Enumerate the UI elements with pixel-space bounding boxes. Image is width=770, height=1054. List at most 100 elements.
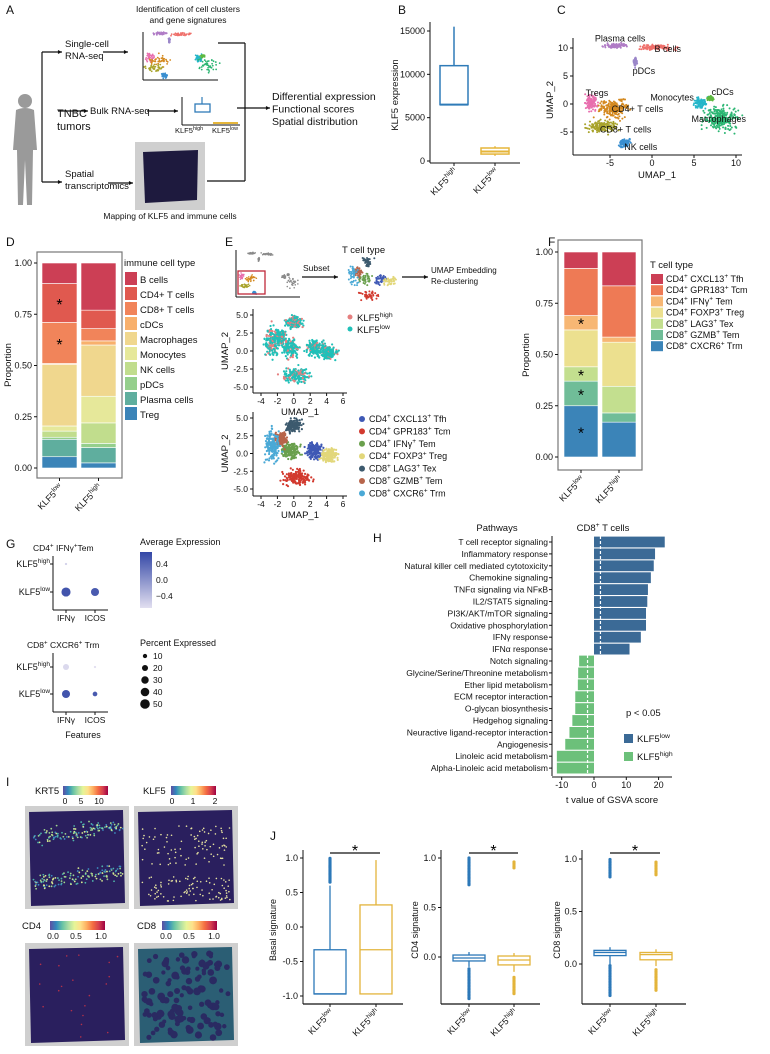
tcell-cluster-thumbnail [347,257,397,302]
superscript: low [40,688,50,695]
point [287,367,290,370]
point [621,117,624,120]
point [318,342,321,346]
point [700,128,703,131]
point [293,346,296,349]
point [289,450,293,453]
point [284,340,288,344]
point [281,335,284,339]
point [722,109,725,112]
arrowhead-icon [128,181,133,185]
legend-label: CD4+ IFNγ+ Tem [369,438,436,449]
bar-segment [601,341,637,387]
panel-label: H [373,531,382,545]
point [599,118,602,121]
point [616,123,619,126]
point [289,287,291,289]
superscript: low [50,482,62,494]
point [722,126,725,129]
legend-swatch [125,317,137,330]
bar-segment [601,412,637,423]
point [374,281,377,284]
point [705,126,708,129]
tissue-section [143,150,198,203]
y-tick-label: 5.0 [236,413,248,423]
point [210,59,213,61]
point [177,33,179,35]
point [606,112,609,115]
y-tick-label: 5.0 [236,310,248,320]
point [347,278,350,281]
point [325,455,328,458]
legend-dot [359,416,365,422]
point [294,284,297,286]
point [292,476,295,479]
point [734,110,737,113]
point [371,274,374,277]
point [296,427,299,430]
point [322,451,325,454]
point [381,276,384,279]
point [328,450,331,454]
bar-segment [80,344,117,397]
bar-segment [601,421,637,458]
point [266,346,269,349]
point [290,452,293,456]
point [656,46,659,49]
point [285,345,288,348]
point [736,118,739,121]
point [163,59,165,62]
point [276,444,279,447]
point [290,371,293,374]
point [362,281,365,284]
y-axis-label: UMAP_2 [545,81,556,119]
point [316,349,319,353]
point [287,473,290,477]
point [725,117,728,120]
point [293,321,296,324]
point [285,367,288,370]
point [293,317,296,320]
y-axis-label: UMAP_2 [220,332,231,370]
point [608,118,611,121]
point [585,99,588,102]
superscript: + [684,329,688,336]
point [204,60,207,63]
x-tick-label: KLF5low [471,166,501,196]
point [717,130,720,133]
superscript: + [721,340,725,347]
point [264,353,267,356]
point [211,62,214,65]
y-axis-label: UMAP_2 [220,434,231,472]
point [291,353,295,357]
point [325,448,328,451]
legend-swatch [651,285,663,296]
point [598,130,601,133]
point [377,277,380,280]
text-segment: KLF5 [16,662,38,672]
point [305,478,309,481]
legend-label: CD4+ GPR183+ Tcm [369,426,450,437]
point [356,268,359,271]
point [151,57,154,60]
point [284,354,287,358]
point [356,284,359,287]
point [293,349,296,352]
point [310,444,313,447]
point [588,110,591,113]
point [334,359,337,362]
point [611,110,614,113]
x-tick-label: -4 [257,396,265,406]
bar-segment [563,268,599,316]
point [270,424,273,428]
point [255,277,258,280]
legend-swatch [651,274,663,284]
point [322,351,325,354]
size-legend-label: 30 [153,675,163,685]
point [281,450,284,453]
point [163,74,165,77]
point [643,46,646,49]
point [707,96,710,99]
point [354,279,357,282]
colorbar-tick-label: 0.0 [156,575,168,585]
